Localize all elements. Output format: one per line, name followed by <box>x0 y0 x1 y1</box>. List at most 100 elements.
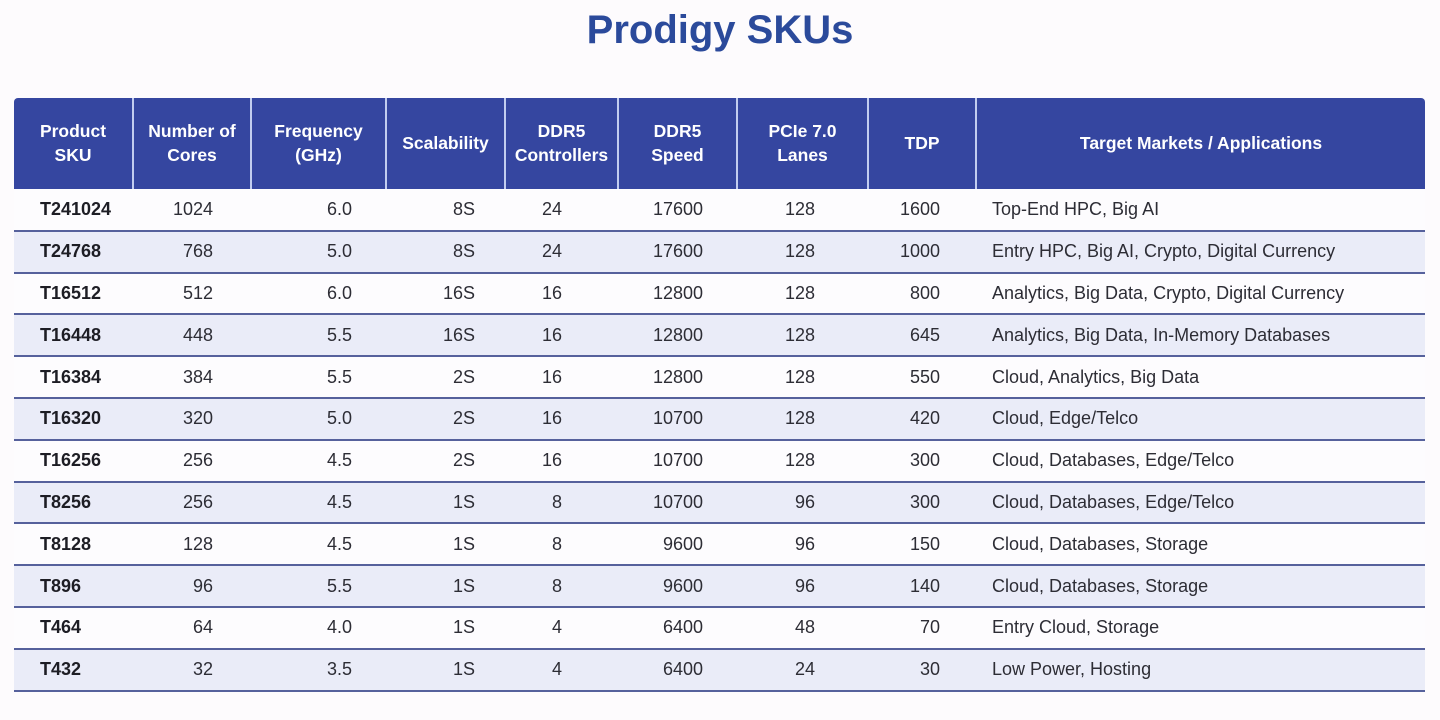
cell-tdp: 550 <box>868 356 976 399</box>
cell-number-of-cores: 384 <box>133 356 251 399</box>
column-header-target-markets: Target Markets / Applications <box>976 98 1425 189</box>
cell-tdp: 645 <box>868 314 976 358</box>
sku-table: Product SKU Number of Cores Frequency (GHz… <box>14 98 1425 692</box>
cell-ddr5-controllers: 16 <box>505 314 618 358</box>
cell-number-of-cores: 1024 <box>133 189 251 232</box>
cell-product-sku: T432 <box>14 648 133 692</box>
table-row: T16256 256 4.5 2S 16 10700 128 300 Cloud, Databa… <box>14 439 1425 483</box>
cell-scalability: 2S <box>386 397 505 441</box>
cell-number-of-cores: 256 <box>133 481 251 525</box>
cell-pcie-7-lanes: 128 <box>737 356 868 399</box>
cell-ddr5-controllers: 24 <box>505 189 618 232</box>
cell-ddr5-controllers: 8 <box>505 523 618 567</box>
cell-frequency-ghz: 4.5 <box>251 439 386 483</box>
cell-scalability: 8S <box>386 189 505 232</box>
cell-ddr5-speed: 12800 <box>618 314 737 358</box>
cell-ddr5-speed: 6400 <box>618 606 737 650</box>
cell-scalability: 1S <box>386 481 505 525</box>
cell-number-of-cores: 32 <box>133 648 251 692</box>
column-header-tdp: TDP <box>868 98 977 189</box>
cell-ddr5-controllers: 4 <box>505 648 618 692</box>
cell-scalability: 8S <box>386 230 505 274</box>
cell-ddr5-controllers: 4 <box>505 606 618 650</box>
cell-tdp: 300 <box>868 439 976 483</box>
cell-scalability: 16S <box>386 272 505 316</box>
cell-scalability: 2S <box>386 356 505 399</box>
cell-target-markets: Top-End HPC, Big AI <box>976 189 1425 232</box>
cell-product-sku: T24768 <box>14 230 133 274</box>
cell-number-of-cores: 320 <box>133 397 251 441</box>
cell-product-sku: T896 <box>14 565 133 608</box>
table-row: T16384 384 5.5 2S 16 12800 128 550 Cloud, Analyt… <box>14 356 1425 399</box>
table-body: T241024 1024 6.0 8S 24 17600 128 1600 Top-End HP… <box>14 189 1425 692</box>
column-header-number-of-cores: Number of Cores <box>133 98 252 189</box>
cell-target-markets: Cloud, Databases, Edge/Telco <box>976 439 1425 483</box>
cell-scalability: 16S <box>386 314 505 358</box>
cell-ddr5-speed: 12800 <box>618 272 737 316</box>
cell-frequency-ghz: 4.5 <box>251 481 386 525</box>
cell-target-markets: Low Power, Hosting <box>976 648 1425 692</box>
cell-product-sku: T464 <box>14 606 133 650</box>
cell-tdp: 1000 <box>868 230 976 274</box>
cell-tdp: 420 <box>868 397 976 441</box>
cell-target-markets: Cloud, Databases, Edge/Telco <box>976 481 1425 525</box>
table-row: T16320 320 5.0 2S 16 10700 128 420 Cloud, Edge/T… <box>14 397 1425 441</box>
cell-pcie-7-lanes: 128 <box>737 189 868 232</box>
cell-ddr5-speed: 12800 <box>618 356 737 399</box>
cell-ddr5-controllers: 24 <box>505 230 618 274</box>
cell-product-sku: T16448 <box>14 314 133 358</box>
column-header-pcie-7-lanes: PCIe 7.0 Lanes <box>737 98 869 189</box>
cell-number-of-cores: 768 <box>133 230 251 274</box>
cell-ddr5-controllers: 8 <box>505 565 618 608</box>
cell-tdp: 150 <box>868 523 976 567</box>
cell-tdp: 800 <box>868 272 976 316</box>
cell-pcie-7-lanes: 128 <box>737 439 868 483</box>
cell-pcie-7-lanes: 96 <box>737 523 868 567</box>
cell-ddr5-controllers: 16 <box>505 397 618 441</box>
column-header-frequency-ghz: Frequency (GHz) <box>251 98 387 189</box>
table-row: T432 32 3.5 1S 4 6400 24 30 Low Power, Hosting <box>14 648 1425 692</box>
cell-scalability: 1S <box>386 565 505 608</box>
cell-scalability: 1S <box>386 523 505 567</box>
cell-ddr5-controllers: 16 <box>505 439 618 483</box>
cell-number-of-cores: 96 <box>133 565 251 608</box>
cell-ddr5-speed: 10700 <box>618 481 737 525</box>
table-row: T896 96 5.5 1S 8 9600 96 140 Cloud, Databases, S… <box>14 565 1425 608</box>
cell-frequency-ghz: 5.5 <box>251 565 386 608</box>
cell-number-of-cores: 512 <box>133 272 251 316</box>
cell-frequency-ghz: 5.5 <box>251 356 386 399</box>
table-header: Product SKU Number of Cores Frequency (GHz… <box>14 98 1425 189</box>
table-row: T24768 768 5.0 8S 24 17600 128 1000 Entry HPC, B… <box>14 230 1425 274</box>
cell-ddr5-speed: 17600 <box>618 189 737 232</box>
table-row: T241024 1024 6.0 8S 24 17600 128 1600 Top-End HP… <box>14 189 1425 232</box>
column-header-product-sku: Product SKU <box>14 98 134 189</box>
cell-pcie-7-lanes: 96 <box>737 565 868 608</box>
cell-ddr5-speed: 17600 <box>618 230 737 274</box>
cell-ddr5-controllers: 8 <box>505 481 618 525</box>
cell-tdp: 30 <box>868 648 976 692</box>
column-header-ddr5-controllers: DDR5 Controllers <box>505 98 619 189</box>
table-row: T8256 256 4.5 1S 8 10700 96 300 Cloud, Databases… <box>14 481 1425 525</box>
cell-pcie-7-lanes: 128 <box>737 314 868 358</box>
column-header-ddr5-speed: DDR5 Speed <box>618 98 738 189</box>
cell-pcie-7-lanes: 48 <box>737 606 868 650</box>
cell-ddr5-speed: 6400 <box>618 648 737 692</box>
cell-target-markets: Analytics, Big Data, In-Memory Databases <box>976 314 1425 358</box>
cell-number-of-cores: 128 <box>133 523 251 567</box>
cell-product-sku: T8256 <box>14 481 133 525</box>
cell-product-sku: T16320 <box>14 397 133 441</box>
cell-frequency-ghz: 4.0 <box>251 606 386 650</box>
table-row: T464 64 4.0 1S 4 6400 48 70 Entry Cloud, Storage <box>14 606 1425 650</box>
cell-tdp: 1600 <box>868 189 976 232</box>
cell-number-of-cores: 64 <box>133 606 251 650</box>
cell-pcie-7-lanes: 128 <box>737 272 868 316</box>
table-row: T8128 128 4.5 1S 8 9600 96 150 Cloud, Databases,… <box>14 523 1425 567</box>
cell-frequency-ghz: 3.5 <box>251 648 386 692</box>
cell-product-sku: T8128 <box>14 523 133 567</box>
cell-ddr5-speed: 10700 <box>618 397 737 441</box>
cell-product-sku: T241024 <box>14 189 133 232</box>
column-header-scalability: Scalability <box>386 98 506 189</box>
page-title: Prodigy SKUs <box>586 8 854 52</box>
cell-product-sku: T16384 <box>14 356 133 399</box>
cell-ddr5-speed: 10700 <box>618 439 737 483</box>
